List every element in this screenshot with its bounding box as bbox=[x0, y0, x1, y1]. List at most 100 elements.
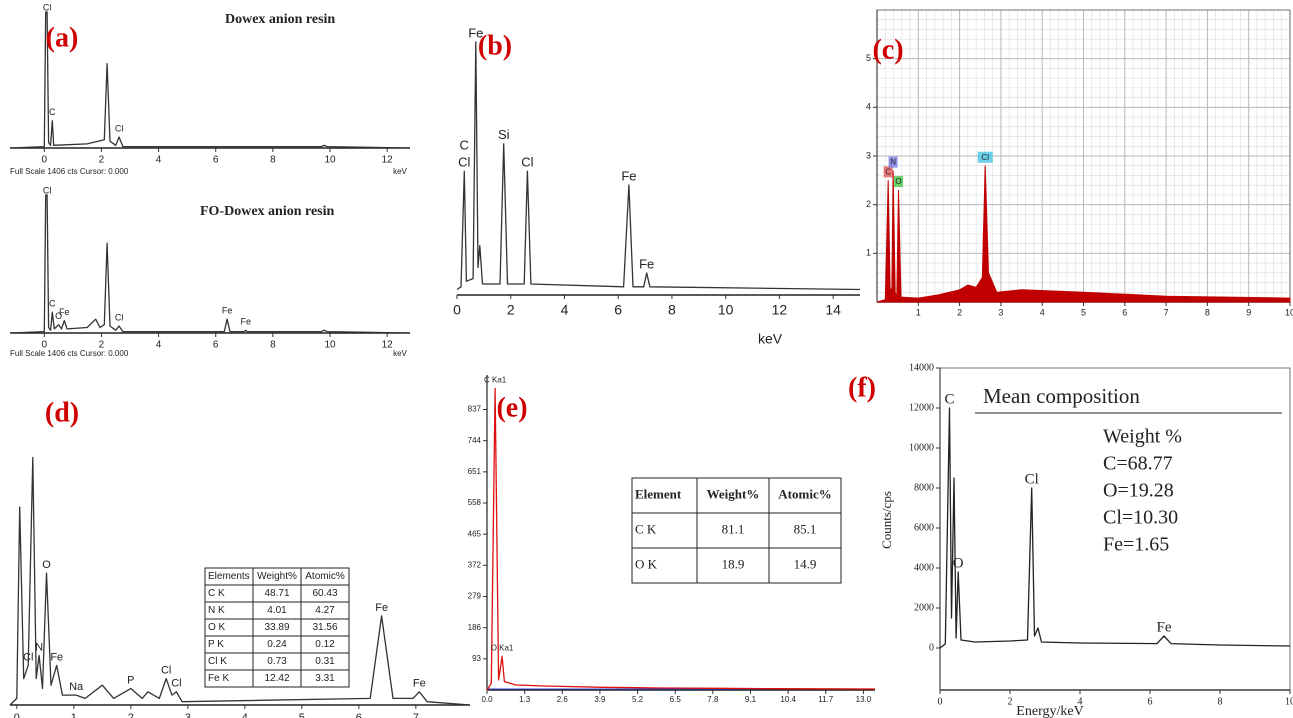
table-cell: N K bbox=[208, 605, 225, 616]
spectrum-line bbox=[486, 387, 876, 691]
y-tick-label: 2 bbox=[866, 199, 871, 209]
x-tick-label: 1 bbox=[916, 307, 921, 317]
x-tick-label: 5 bbox=[1081, 307, 1086, 317]
table-header: Weight% bbox=[707, 486, 760, 501]
x-tick-label: 3.9 bbox=[594, 695, 606, 704]
x-tick-label: 4 bbox=[156, 340, 162, 351]
peak-label: N bbox=[890, 158, 896, 167]
table-cell: Fe K bbox=[208, 673, 229, 684]
y-tick-label: 8000 bbox=[914, 482, 934, 493]
peak-label: Cl bbox=[23, 651, 33, 663]
y-tick-label: 0 bbox=[929, 642, 934, 653]
annotation-box bbox=[977, 151, 993, 163]
panel-label: (f) bbox=[848, 372, 876, 403]
x-tick-label: 12 bbox=[772, 302, 788, 318]
y-tick-label: 93 bbox=[472, 654, 481, 663]
peak-label: Fe bbox=[621, 168, 636, 183]
peak-label: C bbox=[885, 167, 891, 176]
peak-label: Cl bbox=[161, 665, 171, 677]
x-tick-label: 9.1 bbox=[745, 695, 757, 704]
peak-label: C Ka1 bbox=[484, 376, 507, 385]
x-tick-label: 0 bbox=[42, 340, 48, 351]
peak-label: Cl bbox=[981, 153, 989, 162]
x-tick-label: 0 bbox=[938, 696, 943, 707]
y-tick-label: 2000 bbox=[914, 602, 934, 613]
x-axis-label: keV bbox=[393, 349, 407, 358]
table-cell: O K bbox=[208, 622, 226, 633]
x-tick-label: 1.3 bbox=[519, 695, 531, 704]
y-tick-label: 14000 bbox=[909, 362, 934, 373]
table-cell: 33.89 bbox=[264, 622, 289, 633]
x-axis-label: keV bbox=[758, 331, 783, 347]
table-cell: 60.43 bbox=[312, 588, 337, 599]
x-tick-label: 4 bbox=[561, 302, 569, 318]
composition-item: C=68.77 bbox=[1103, 453, 1173, 475]
y-tick-label: 279 bbox=[468, 592, 482, 601]
x-tick-label: 2.6 bbox=[557, 695, 569, 704]
x-tick-label: 4 bbox=[1078, 696, 1083, 707]
y-tick-label: 651 bbox=[468, 467, 482, 476]
peak-label: O bbox=[55, 311, 62, 321]
table-cell: Cl K bbox=[208, 656, 227, 667]
peak-label: Cl bbox=[43, 185, 52, 195]
peak-label: Fe bbox=[59, 307, 70, 317]
peak-label: Cl bbox=[43, 2, 52, 12]
spectrum-line bbox=[9, 194, 411, 334]
annotation-box bbox=[888, 156, 898, 168]
composition-item: Cl=10.30 bbox=[1103, 507, 1178, 529]
table-cell: 14.9 bbox=[794, 556, 817, 571]
y-tick-label: 4000 bbox=[914, 562, 934, 573]
spectrum-line bbox=[456, 41, 861, 291]
x-tick-label: 6 bbox=[213, 155, 219, 166]
table-header: Element bbox=[635, 486, 682, 501]
y-tick-label: 6000 bbox=[914, 522, 934, 533]
x-tick-label: 10 bbox=[324, 155, 336, 166]
x-tick-label: 6 bbox=[1148, 696, 1153, 707]
footer-text: Full Scale 1406 cts Cursor: 0.000 bbox=[10, 167, 129, 176]
annotation-box bbox=[883, 166, 893, 178]
table-cell: 0.31 bbox=[315, 656, 335, 667]
composition-heading: Weight % bbox=[1103, 426, 1182, 448]
table-cell: 4.27 bbox=[315, 605, 335, 616]
peak-label: Fe bbox=[50, 651, 63, 663]
x-tick-label: 5.2 bbox=[632, 695, 644, 704]
y-tick-label: 558 bbox=[468, 498, 482, 507]
peak-label: Si bbox=[498, 127, 510, 142]
table-frame bbox=[631, 477, 842, 584]
peak-label: Cl bbox=[115, 312, 124, 322]
spectrum-line bbox=[9, 11, 411, 149]
peak-label: Cl bbox=[171, 678, 181, 690]
footer-text: Full Scale 1406 cts Cursor: 0.000 bbox=[10, 349, 129, 358]
spectrum-area bbox=[876, 165, 1291, 303]
table-cell: P K bbox=[208, 639, 224, 650]
x-tick-label: 2 bbox=[957, 307, 962, 317]
composition-item: O=19.28 bbox=[1103, 480, 1174, 502]
peak-label: C bbox=[49, 107, 56, 117]
x-tick-label: 10 bbox=[1285, 307, 1293, 317]
x-tick-label: 10 bbox=[718, 302, 734, 318]
x-tick-label: 1 bbox=[71, 712, 77, 718]
table-cell: 81.1 bbox=[722, 521, 745, 536]
peak-label: Na bbox=[69, 681, 84, 693]
x-tick-label: 4 bbox=[156, 155, 162, 166]
table-header: Atomic% bbox=[305, 571, 345, 582]
table-cell: 12.42 bbox=[264, 673, 289, 684]
y-tick-label: 186 bbox=[468, 623, 482, 632]
peak-label: O bbox=[895, 177, 901, 186]
y-tick-label: 744 bbox=[468, 436, 482, 445]
x-tick-label: 3 bbox=[185, 712, 191, 718]
y-tick-label: 1 bbox=[866, 248, 871, 258]
x-tick-label: 13.0 bbox=[856, 695, 872, 704]
plot-frame bbox=[939, 367, 1291, 691]
y-tick-label: 372 bbox=[468, 560, 482, 569]
peak-label: Cl bbox=[1025, 471, 1039, 487]
x-tick-label: 2 bbox=[1008, 696, 1013, 707]
spectrum-line bbox=[9, 456, 471, 706]
table-cell: 0.73 bbox=[267, 656, 287, 667]
x-tick-label: 12 bbox=[382, 340, 394, 351]
x-axis-label: keV bbox=[393, 167, 407, 176]
x-tick-label: 2 bbox=[507, 302, 515, 318]
x-tick-label: 8 bbox=[668, 302, 676, 318]
x-tick-label: 6 bbox=[614, 302, 622, 318]
